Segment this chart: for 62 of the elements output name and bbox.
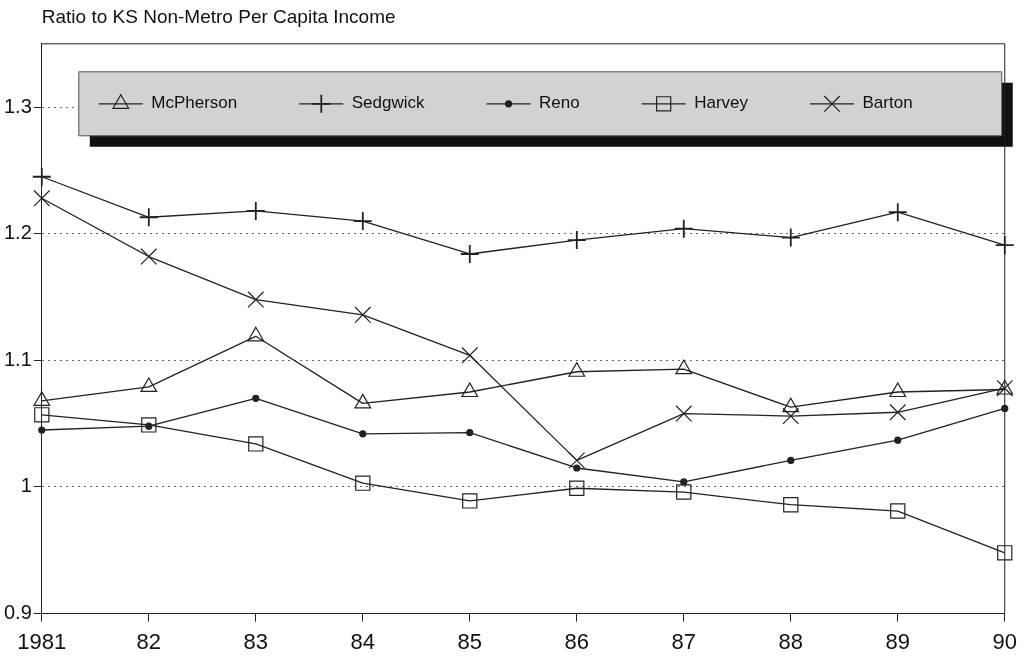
legend-label: Sedgwick: [351, 93, 426, 113]
point: [354, 306, 372, 324]
point: [889, 403, 907, 421]
point: [459, 244, 480, 264]
legend-label: Barton: [862, 93, 913, 113]
x-tick-label: 85: [457, 628, 483, 654]
point: [34, 407, 50, 423]
point: [573, 464, 581, 472]
legend-label: McPherson: [151, 93, 238, 113]
point: [566, 230, 587, 250]
y-tick-label: 1.2: [3, 221, 32, 244]
point: [894, 436, 902, 444]
x-tick-label: 89: [885, 628, 911, 654]
point: [141, 417, 157, 433]
point: [138, 207, 159, 228]
point: [680, 478, 688, 486]
y-tick-label: 0.9: [3, 601, 32, 624]
point: [787, 456, 795, 464]
point: [675, 405, 693, 422]
x-tick-label: 90: [992, 628, 1018, 654]
legend-label: Harvey: [694, 93, 749, 113]
point: [140, 248, 158, 265]
point: [569, 480, 585, 496]
point: [245, 201, 266, 221]
point: [1001, 404, 1009, 413]
point: [33, 189, 51, 207]
point: [462, 493, 478, 509]
point: [247, 291, 265, 308]
point: [783, 497, 799, 513]
point: [140, 377, 158, 393]
point: [461, 382, 479, 398]
point: [31, 166, 52, 187]
point: [466, 428, 474, 437]
point: [461, 346, 479, 364]
point: [782, 407, 800, 425]
point: [673, 218, 694, 239]
y-tick-label: 1.1: [3, 347, 32, 370]
point: [780, 227, 801, 248]
point: [248, 436, 264, 452]
chart-title: Ratio to KS Non-Metro Per Capita Income: [41, 5, 396, 27]
point: [252, 394, 260, 402]
point: [887, 202, 908, 223]
x-tick-label: 83: [243, 628, 269, 654]
point: [994, 235, 1015, 256]
x-tick-label: 86: [564, 628, 590, 654]
x-tick-label: 82: [136, 628, 162, 654]
x-tick-label: 1981: [17, 628, 67, 654]
y-tick-label: 1.3: [3, 94, 32, 117]
legend-label: Reno: [539, 93, 580, 113]
point: [890, 503, 906, 519]
point: [568, 452, 586, 469]
point: [889, 382, 907, 398]
x-tick-label: 84: [350, 628, 376, 654]
x-tick-label: 87: [671, 628, 697, 654]
point: [676, 484, 692, 500]
point: [359, 430, 367, 438]
point: [355, 475, 371, 491]
point: [38, 426, 46, 434]
point: [352, 211, 373, 231]
y-tick-label: 1: [20, 474, 32, 497]
x-tick-label: 88: [778, 628, 804, 654]
point: [997, 545, 1013, 561]
